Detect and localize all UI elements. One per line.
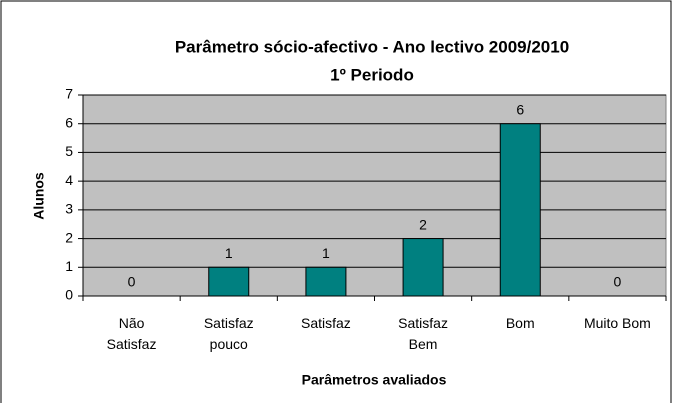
value-label: 2 [419,216,427,232]
y-tick-label: 7 [65,86,73,102]
y-tick-label: 6 [65,114,73,130]
y-tick-label: 0 [65,287,73,303]
x-tick-label: Satisfaz [301,315,351,331]
x-tick-label: Bom [505,315,535,331]
chart-title: Parâmetro sócio-afectivo - Ano lectivo 2… [175,37,569,56]
y-axis-title: Alunos [31,172,47,220]
y-tick-label: 2 [65,229,73,245]
plot-area [82,94,667,297]
bar [499,123,541,297]
x-tick-label: Não Satisfaz [106,315,157,352]
value-label: 0 [614,274,622,290]
x-tick-label: Muito Bom [583,315,651,331]
y-tick-label: 5 [65,143,73,159]
chart-subtitle: 1º Periodo [330,65,414,84]
x-tick-label: Satisfaz Bem [398,315,448,352]
value-label: 6 [516,101,524,117]
bar [208,266,250,297]
x-axis-title: Parâmetros avaliados [302,372,447,388]
bar [402,238,444,297]
value-label: 1 [322,245,330,261]
value-label: 1 [225,245,233,261]
value-label: 0 [128,274,136,290]
y-tick-label: 4 [65,172,73,188]
y-tick-label: 3 [65,201,73,217]
x-tick-label: Satisfaz pouco [203,315,254,352]
bar [305,266,347,297]
y-tick-label: 1 [65,258,73,274]
